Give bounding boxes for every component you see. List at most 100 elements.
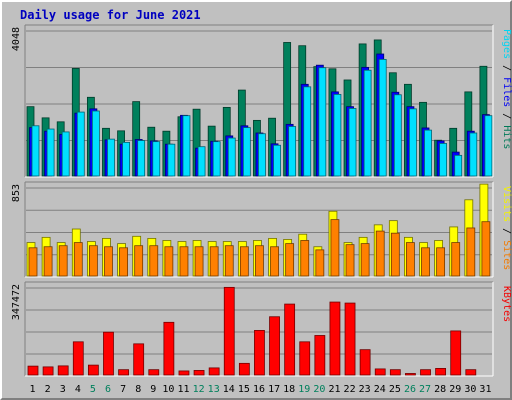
panel-2-bar-sites-day-10: [164, 246, 174, 277]
x-tick-label-day-18: 18: [283, 384, 295, 395]
panel-3-bar-kbytes-day-1: [27, 365, 39, 376]
panel-1-bar-pages-day-9: [152, 141, 161, 177]
x-tick-label-day-22: 22: [344, 384, 356, 395]
panel-1: 4048 Pages / Files / Hits: [11, 24, 512, 178]
panel-1-legend-files: Files: [501, 77, 512, 107]
panel-1-bar-pages-day-30: [469, 132, 478, 177]
panel-1-bar-pages-day-24: [378, 59, 387, 177]
panel-1-bar-pages-day-26: [409, 108, 417, 177]
panel-3-bar-kbytes-day-14: [223, 286, 235, 376]
panel-1-bar-pages-day-20: [318, 67, 327, 177]
panel-2-bar-sites-day-26: [406, 242, 415, 277]
x-tick-label-day-24: 24: [374, 384, 386, 395]
x-tick-label-day-19: 19: [298, 384, 310, 395]
panel-3-bar-kbytes-day-12: [193, 370, 205, 376]
panel-2-bar-sites-day-2: [43, 246, 53, 277]
x-tick-label-day-15: 15: [238, 384, 250, 395]
panel-2-bar-sites-day-24: [375, 230, 385, 277]
panel-2-bar-sites-day-19: [300, 240, 310, 277]
panel-2-bar-sites-day-1: [28, 247, 38, 277]
panel-3-bar-kbytes-day-27: [420, 369, 431, 376]
chart-title: Daily usage for June 2021: [20, 8, 201, 22]
panel-2-bar-sites-day-5: [88, 245, 98, 277]
panel-1-bar-pages-day-3: [61, 131, 70, 177]
panel-1-bar-pages-day-29: [454, 154, 463, 177]
x-tick-label-day-10: 10: [162, 384, 174, 395]
x-tick-label-day-6: 6: [105, 384, 111, 395]
panel-2-bar-sites-day-6: [104, 246, 113, 277]
panel-1-bar-pages-day-22: [348, 108, 357, 177]
panel-2-bar-sites-day-15: [239, 246, 249, 277]
x-tick-label-day-29: 29: [449, 384, 461, 395]
x-tick-label-day-25: 25: [389, 384, 401, 395]
panel-2-bar-sites-day-18: [285, 243, 295, 277]
panel-1-bar-pages-day-13: [212, 141, 221, 177]
panel-3-bar-kbytes-day-25: [389, 369, 401, 376]
x-tick-label-day-5: 5: [90, 384, 96, 395]
panel-2-bar-sites-day-22: [345, 244, 355, 277]
panel-2-bar-sites-day-27: [421, 247, 430, 277]
panel-1-bar-pages-day-12: [197, 146, 206, 177]
panel-1-bar-pages-day-17: [273, 144, 281, 177]
panel-2-bar-sites-day-9: [149, 245, 159, 277]
x-tick-label-day-21: 21: [328, 384, 340, 395]
x-tick-label-day-14: 14: [223, 384, 235, 395]
x-tick-label-day-2: 2: [45, 384, 51, 395]
x-tick-label-day-17: 17: [268, 384, 280, 395]
panel-1-bar-pages-day-21: [333, 94, 342, 177]
panel-3-bar-kbytes-day-6: [103, 331, 114, 376]
panel-1-bar-pages-day-23: [363, 69, 372, 177]
panel-3-bar-kbytes-day-29: [450, 330, 462, 376]
panel-2: 853 Visits / Sites: [11, 181, 512, 278]
panel-3-max-label: 347472: [11, 284, 22, 320]
panel-1-bar-pages-day-4: [76, 111, 85, 177]
panel-2-bar-sites-day-31: [481, 221, 491, 277]
panel-3-bar-kbytes-day-8: [133, 343, 145, 376]
panel-2-bar-sites-day-4: [73, 242, 83, 277]
panel-1-bar-pages-day-15: [242, 127, 251, 177]
x-tick-label-day-30: 30: [464, 384, 476, 395]
panel-3-bar-kbytes-day-19: [299, 341, 311, 376]
panel-3-bar-kbytes-day-30: [465, 369, 477, 376]
panel-1-bar-pages-day-10: [167, 143, 176, 177]
panel-2-bar-sites-day-14: [224, 245, 234, 277]
panel-3-bar-kbytes-day-2: [42, 366, 54, 376]
panel-3-bar-kbytes-day-21: [329, 301, 341, 376]
panel-3-bar-kbytes-day-28: [435, 368, 447, 376]
panel-2-bar-sites-day-20: [315, 249, 325, 277]
panel-1-bar-pages-day-25: [393, 94, 402, 177]
panel-3-bar-kbytes-day-13: [208, 367, 220, 376]
panel-3-bar-kbytes-day-26: [405, 373, 416, 376]
x-tick-label-day-9: 9: [150, 384, 156, 395]
panel-1-legend: Pages / Files / Hits: [501, 29, 512, 149]
panel-3-bar-kbytes-day-22: [344, 302, 356, 376]
x-tick-label-day-28: 28: [434, 384, 446, 395]
panel-1-bar-pages-day-16: [258, 133, 266, 177]
panel-1-bar-pages-day-1: [31, 125, 40, 177]
panel-3-bar-kbytes-day-15: [238, 362, 250, 376]
panel-1-bar-pages-day-31: [484, 115, 493, 177]
panel-1-legend-pages: Pages: [501, 29, 512, 59]
x-tick-label-day-27: 27: [419, 384, 431, 395]
panel-1-legend-separator: /: [501, 107, 512, 125]
panel-2-bar-sites-day-29: [451, 242, 461, 277]
panel-3-bar-kbytes-day-7: [118, 369, 129, 376]
panel-3-bar-kbytes-day-24: [374, 368, 386, 376]
x-tick-label-day-7: 7: [120, 384, 126, 395]
panel-3-bar-kbytes-day-3: [57, 365, 69, 376]
panel-3-bar-kbytes-day-10: [163, 321, 175, 376]
panel-3-bar-kbytes-day-4: [72, 341, 84, 376]
x-tick-label-day-12: 12: [193, 384, 205, 395]
panel-1-bar-pages-day-19: [303, 86, 312, 177]
panel-2-bar-sites-day-23: [360, 243, 370, 277]
panel-1-bar-pages-day-2: [46, 128, 55, 177]
panel-3-bar-kbytes-day-16: [254, 330, 265, 376]
panel-2-legend: Visits / Sites: [501, 186, 512, 270]
panel-3-bar-kbytes-day-5: [87, 364, 99, 376]
panel-1-bar-pages-day-11: [182, 115, 191, 177]
x-tick-label-day-3: 3: [60, 384, 66, 395]
panel-2-bar-sites-day-21: [330, 219, 340, 277]
panel-1-bar-pages-day-5: [91, 110, 100, 177]
panel-2-bar-sites-day-11: [179, 246, 189, 277]
